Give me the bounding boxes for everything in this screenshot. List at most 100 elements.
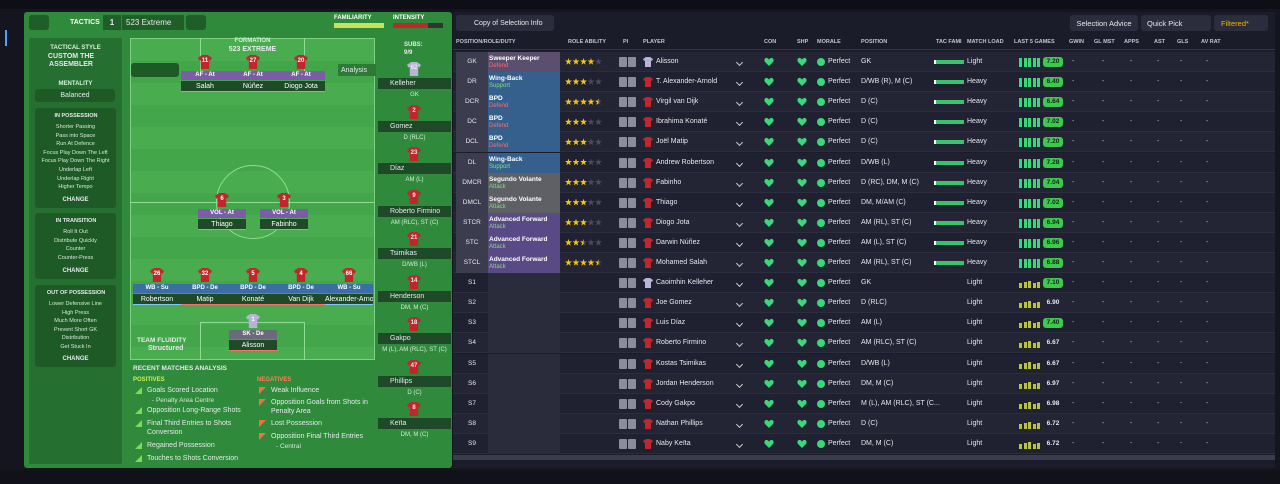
role-name[interactable]: Sweeper Keeper	[489, 55, 540, 62]
table-row[interactable]	[453, 413, 1275, 434]
role-tag[interactable]: VOL - At	[198, 209, 246, 218]
table-row[interactable]	[453, 72, 1275, 93]
column-header[interactable]: AST	[1154, 39, 1165, 45]
player-name[interactable]: Caoimhin Kelleher	[656, 279, 714, 287]
column-header[interactable]: GLS	[1177, 39, 1189, 45]
role-name[interactable]: Wing-Back	[489, 155, 523, 163]
player-name[interactable]: Naby Keïta	[656, 439, 691, 447]
quick-pick[interactable]: Quick Pick	[1141, 15, 1211, 31]
table-row[interactable]	[453, 132, 1275, 153]
sub-chip[interactable]: Tsimikas	[378, 248, 451, 259]
role-name[interactable]: BPD	[489, 115, 503, 123]
role-tag[interactable]: WB - Su	[133, 284, 181, 293]
role-tag[interactable]: WB - Su	[325, 284, 373, 293]
player-name[interactable]: T. Alexander-Arnold	[656, 78, 718, 86]
role-tag[interactable]: BPD - De	[229, 284, 277, 293]
analysis-button[interactable]: Analysis	[338, 64, 376, 76]
table-row[interactable]	[453, 112, 1275, 133]
column-header[interactable]: MATCH LOAD	[967, 39, 1004, 45]
sub-chip[interactable]: Kelleher	[378, 78, 451, 89]
player-name[interactable]: Joe Gomez	[656, 299, 692, 307]
add-tactic[interactable]	[186, 15, 206, 30]
sub-chip[interactable]: Gomez	[378, 120, 451, 132]
view-select[interactable]: Copy of Selection Info	[456, 15, 554, 31]
player-chip[interactable]: Matip	[181, 294, 229, 305]
player-chip[interactable]: Núñez	[229, 81, 277, 92]
table-row[interactable]	[453, 373, 1275, 394]
role-name[interactable]: BPD	[489, 95, 503, 103]
player-chip[interactable]: Alexander-Arnold	[325, 294, 373, 305]
sub-chip[interactable]: Roberto Firmino	[378, 205, 451, 217]
change-button[interactable]: CHANGE	[62, 356, 89, 362]
player-chip[interactable]: Diogo Jota	[277, 81, 325, 92]
table-row[interactable]	[453, 313, 1275, 334]
column-header[interactable]: GL MST	[1094, 39, 1115, 45]
player-name[interactable]: Joël Matip	[656, 138, 688, 146]
column-header[interactable]: CON	[764, 39, 777, 45]
column-header[interactable]: AV RAT	[1201, 39, 1221, 45]
table-row[interactable]	[453, 273, 1275, 294]
role-name[interactable]: Segundo Volante	[489, 175, 542, 183]
player-chip[interactable]: Salah	[181, 81, 229, 92]
player-name[interactable]: Cody Gakpo	[656, 399, 695, 407]
column-header[interactable]: PI	[623, 39, 629, 45]
role-name[interactable]: Wing-Back	[489, 75, 523, 83]
column-header[interactable]: GWIN	[1069, 39, 1084, 45]
tactic-select[interactable]: 523 Extreme	[122, 15, 184, 30]
back-button[interactable]	[29, 15, 49, 30]
tactic-slot[interactable]: 1	[103, 15, 121, 30]
player-name[interactable]: Andrew Robertson	[656, 158, 714, 166]
sub-chip[interactable]: Keïta	[378, 418, 451, 429]
role-name[interactable]: BPD	[489, 135, 503, 143]
table-row[interactable]	[453, 293, 1275, 314]
player-name[interactable]: Fabinho	[656, 178, 682, 186]
player-name[interactable]: Alisson	[656, 58, 679, 65]
table-row[interactable]	[453, 393, 1275, 414]
table-row[interactable]	[453, 172, 1275, 193]
player-name[interactable]: Virgil van Dijk	[656, 98, 699, 106]
table-row[interactable]	[453, 253, 1275, 273]
player-name[interactable]: Jordan Henderson	[656, 379, 714, 387]
role-tag[interactable]: AF - At	[277, 71, 325, 80]
selection-advice[interactable]: Selection Advice	[1070, 15, 1138, 31]
column-header[interactable]: TAC FAMI	[936, 39, 962, 45]
role-name[interactable]: Segundo Volante	[489, 195, 542, 203]
table-row[interactable]	[453, 192, 1275, 213]
player-chip[interactable]: Konaté	[229, 294, 277, 305]
column-header[interactable]: POSITION	[861, 39, 888, 45]
mentality-select[interactable]: Balanced	[35, 89, 115, 102]
player-chip[interactable]: Alisson	[229, 340, 277, 351]
table-row[interactable]	[453, 433, 1275, 454]
player-name[interactable]: Mohamed Salah	[656, 259, 707, 266]
role-name[interactable]: Advanced Forward	[489, 256, 548, 263]
role-tag[interactable]: BPD - De	[181, 284, 229, 293]
column-header[interactable]: LAST 5 GAMES	[1014, 39, 1055, 45]
player-chip[interactable]: Van Dijk	[277, 294, 325, 305]
role-tag[interactable]: AF - At	[181, 71, 229, 80]
sub-chip[interactable]: Henderson	[378, 290, 451, 302]
table-row[interactable]	[453, 232, 1275, 253]
change-button[interactable]: CHANGE	[62, 197, 89, 203]
player-name[interactable]: Darwin Núñez	[656, 238, 700, 246]
sub-chip[interactable]: Díaz	[378, 163, 451, 174]
player-name[interactable]: Diogo Jota	[656, 218, 690, 226]
player-name[interactable]: Ibrahima Konaté	[656, 118, 708, 126]
column-header[interactable]: POSITION/ROLE/DUTY	[456, 39, 516, 45]
sub-chip[interactable]: Phillips	[378, 375, 451, 387]
role-tag[interactable]: BPD - De	[277, 284, 325, 293]
column-header[interactable]: SHP	[797, 39, 809, 45]
table-row[interactable]	[453, 353, 1275, 374]
player-chip[interactable]: Fabinho	[260, 219, 308, 230]
formation-name[interactable]: 523 EXTREME	[228, 46, 277, 53]
sub-chip[interactable]: Gakpo	[378, 333, 451, 344]
table-row[interactable]	[453, 212, 1275, 233]
table-row[interactable]	[453, 52, 1275, 72]
column-header[interactable]: PLAYER	[643, 39, 665, 45]
role-tag[interactable]: VOL - At	[260, 209, 308, 218]
player-name[interactable]: Luis Díaz	[656, 319, 686, 327]
role-name[interactable]: Advanced Forward	[489, 235, 548, 243]
column-header[interactable]: ROLE ABILITY	[568, 39, 606, 45]
player-chip[interactable]: Robertson	[133, 294, 181, 305]
table-row[interactable]	[453, 92, 1275, 113]
player-name[interactable]: Roberto Firmino	[656, 339, 707, 347]
